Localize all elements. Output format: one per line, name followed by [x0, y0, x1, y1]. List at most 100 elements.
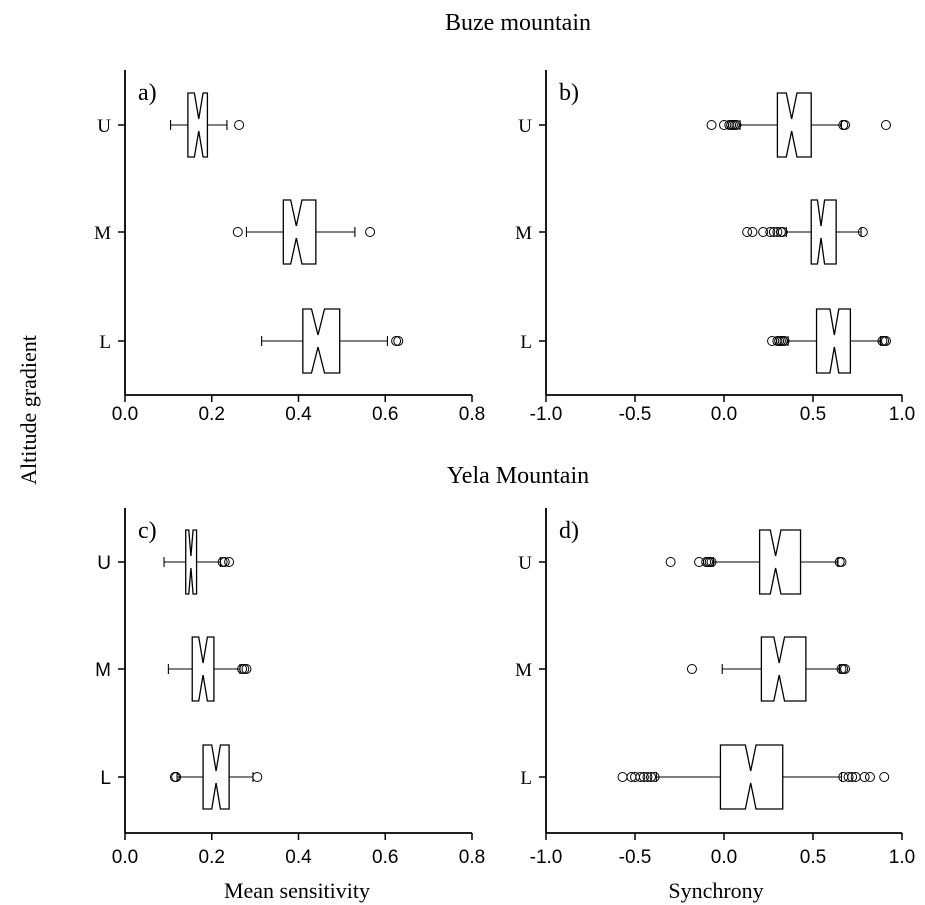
outlier-point: [843, 772, 854, 782]
x-tick-label: 0.0: [711, 404, 737, 425]
outlier-point: [239, 664, 250, 674]
y-tick-label-U: U: [518, 116, 532, 137]
notched-box: [776, 92, 812, 158]
outlier-point: [234, 120, 245, 130]
box-L: [169, 744, 263, 810]
y-tick-label-U: U: [97, 553, 111, 574]
outlier-point: [686, 664, 697, 674]
outlier-point: [391, 336, 402, 346]
x-tick-label: 0.0: [711, 847, 737, 868]
outlier-point: [706, 557, 717, 567]
notched-box: [815, 308, 852, 374]
outlier-point: [224, 557, 235, 567]
section-title-bottom: Yela Mountain: [447, 463, 589, 489]
x-tick-label: -1.0: [530, 404, 563, 425]
outlier-point: [219, 557, 230, 567]
outlier-point: [880, 120, 891, 130]
box-U: [665, 529, 847, 595]
outlier-point: [649, 772, 660, 782]
x-axis-label-right: Synchrony: [668, 878, 763, 903]
x-tick-label: 1.0: [889, 404, 915, 425]
outlier-point: [694, 557, 705, 567]
y-tick-label-M: M: [515, 660, 532, 681]
box-L: [767, 308, 891, 374]
notched-box: [810, 199, 837, 265]
section-title-top: Buze mountain: [445, 10, 591, 36]
outlier-point: [864, 772, 875, 782]
y-tick-label-L: L: [520, 768, 532, 789]
notched-box: [202, 744, 230, 810]
y-tick-label-M: M: [94, 223, 111, 244]
y-tick-label-L: L: [99, 332, 111, 353]
y-tick-label-U: U: [518, 553, 532, 574]
panel-c: 0.0 0.2 0.4 0.6 0.8 U M Lc): [95, 508, 485, 868]
panel-label: b): [559, 80, 579, 106]
outlier-point: [171, 772, 182, 782]
y-tick-label-M: M: [515, 223, 532, 244]
x-tick-label: -0.5: [619, 847, 652, 868]
x-tick-label: 0.4: [285, 404, 312, 425]
x-axis-label-left: Mean sensitivity: [224, 878, 370, 903]
y-tick-label-M: M: [95, 660, 111, 681]
x-tick-label: 0.5: [800, 404, 826, 425]
notched-box: [191, 636, 215, 702]
outlier-point: [617, 772, 628, 782]
outlier-point: [758, 227, 769, 237]
outlier-point: [393, 336, 404, 346]
x-tick-label: 0.4: [285, 847, 312, 868]
box-L: [261, 308, 404, 374]
outlier-point: [365, 227, 376, 237]
panel-d: -1.0 -0.5 0.0 0.5 1.0 U M Ld): [515, 508, 915, 868]
box-U: [169, 92, 245, 158]
panel-label: c): [138, 518, 157, 544]
notched-box: [719, 744, 784, 810]
x-tick-label: 0.2: [199, 847, 225, 868]
outlier-point: [638, 772, 649, 782]
notched-box: [282, 199, 317, 265]
outlier-point: [772, 227, 783, 237]
x-tick-label: -0.5: [619, 404, 652, 425]
outlier-point: [847, 772, 858, 782]
x-tick-label: 0.8: [459, 404, 485, 425]
box-M: [686, 636, 851, 702]
box-U: [706, 92, 891, 158]
notched-box: [187, 92, 209, 158]
outlier-point: [747, 227, 758, 237]
x-tick-label: 0.0: [112, 847, 138, 868]
outlier-point: [840, 664, 851, 674]
panel-label: d): [559, 518, 579, 544]
x-tick-label: 0.6: [372, 404, 398, 425]
outlier-point: [706, 120, 717, 130]
outlier-point: [840, 120, 851, 130]
outlier-point: [880, 336, 891, 346]
notched-box: [185, 529, 198, 595]
y-tick-label-L: L: [520, 332, 532, 353]
y-tick-label-L: L: [100, 768, 111, 789]
outlier-point: [635, 772, 646, 782]
outlier-point: [742, 227, 753, 237]
notched-box: [758, 529, 802, 595]
outlier-point: [765, 227, 776, 237]
outlier-point: [767, 336, 778, 346]
x-tick-label: 0.6: [372, 847, 398, 868]
x-tick-label: 0.0: [112, 404, 138, 425]
box-U: [163, 529, 235, 595]
outlier-point: [731, 120, 742, 130]
outlier-point: [879, 772, 890, 782]
x-tick-label: -1.0: [530, 847, 563, 868]
x-tick-label: 0.5: [800, 847, 826, 868]
panel-a: 0.0 0.2 0.4 0.6 0.8 U M La): [94, 70, 485, 425]
outlier-point: [232, 227, 243, 237]
outlier-point: [859, 772, 870, 782]
outlier-point: [777, 227, 788, 237]
x-tick-label: 0.2: [199, 404, 225, 425]
outlier-point: [857, 227, 868, 237]
box-M: [232, 199, 376, 265]
outlier-point: [665, 557, 676, 567]
outlier-point: [642, 772, 653, 782]
box-L: [617, 744, 890, 810]
notched-box: [760, 636, 807, 702]
panel-label: a): [138, 80, 157, 106]
x-tick-label: 1.0: [889, 847, 915, 868]
